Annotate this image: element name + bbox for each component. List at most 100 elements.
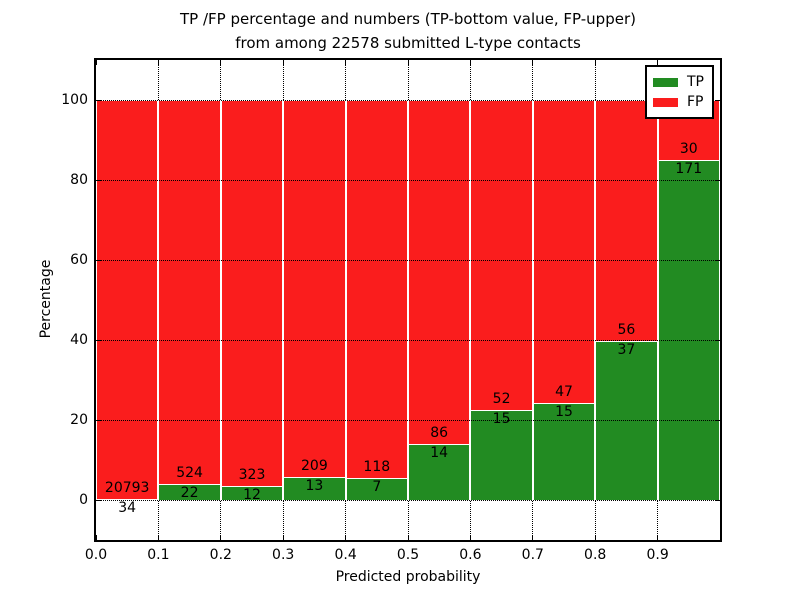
x-tick-bottom — [220, 535, 222, 540]
h-gridline — [96, 259, 720, 261]
x-tick-top — [220, 60, 222, 65]
x-tick-top — [469, 60, 471, 65]
x-tick-label: 0.6 — [459, 547, 482, 563]
y-tick-left — [96, 499, 101, 501]
x-tick-bottom — [407, 535, 409, 540]
x-tick-bottom — [532, 535, 534, 540]
y-tick-right — [715, 419, 720, 421]
y-tick-left — [96, 339, 101, 341]
bar-separator — [531, 100, 534, 500]
tp-count-label: 34 — [118, 500, 137, 517]
x-tick-top — [594, 60, 596, 65]
x-tick-top — [157, 60, 159, 65]
tp-count-label: 22 — [180, 484, 199, 501]
bar-separator — [219, 100, 222, 500]
x-tick-bottom — [157, 535, 159, 540]
y-tick-label: 80 — [70, 172, 88, 188]
x-tick-bottom — [469, 535, 471, 540]
y-tick-label: 20 — [70, 412, 88, 428]
bar-separator — [407, 100, 409, 500]
tp-count-label: 37 — [617, 341, 636, 358]
x-tick-top — [657, 60, 659, 65]
fp-swatch-icon — [653, 97, 678, 107]
chart-title-line2: from among 22578 submitted L-type contac… — [235, 34, 581, 52]
legend-label-fp: FP — [687, 94, 704, 110]
y-tick-right — [715, 99, 720, 101]
tp-count-label: 15 — [492, 411, 511, 428]
bar-segment-fp — [345, 100, 408, 478]
y-tick-right — [715, 179, 720, 181]
tp-count-label: 12 — [243, 486, 261, 503]
y-tick-label: 60 — [70, 252, 88, 268]
x-axis-title: Predicted probability — [335, 569, 481, 585]
x-tick-top — [532, 60, 534, 65]
x-tick-bottom — [657, 535, 659, 540]
y-tick-left — [96, 179, 101, 181]
h-gridline — [96, 179, 720, 181]
x-tick-label: 0.0 — [84, 547, 108, 563]
y-axis-title: Percentage — [38, 259, 54, 339]
x-tick-bottom — [345, 535, 347, 540]
fp-count-label: 30 — [679, 140, 698, 157]
y-tick-left — [96, 259, 101, 261]
x-tick-label: 0.2 — [209, 547, 232, 563]
h-gridline — [96, 419, 720, 421]
bar-separator — [344, 100, 347, 500]
fp-count-label: 118 — [363, 458, 391, 475]
h-gridline — [96, 339, 720, 341]
y-tick-label: 0 — [79, 492, 88, 508]
legend: TP FP — [645, 65, 714, 119]
tp-count-label: 13 — [305, 477, 324, 494]
y-tick-left — [96, 99, 101, 101]
x-tick-bottom — [594, 535, 596, 540]
x-tick-top — [345, 60, 347, 65]
fp-count-label: 86 — [430, 425, 449, 441]
bar-separator — [594, 100, 597, 500]
x-tick-label: 0.8 — [584, 547, 607, 563]
bar-segment-tp — [657, 159, 720, 500]
fp-count-label: 47 — [555, 384, 573, 401]
fp-count-label: 20793 — [104, 480, 150, 497]
bar-segment-fp — [158, 100, 221, 484]
fp-count-label: 56 — [617, 321, 636, 338]
x-tick-top — [95, 60, 97, 65]
fp-count-label: 209 — [301, 457, 328, 474]
bar-segment-tp — [470, 410, 533, 500]
bar-segment-fp — [96, 100, 159, 500]
fp-count-label: 524 — [176, 464, 203, 481]
x-tick-label: 0.4 — [334, 547, 357, 563]
chart-title-line1: TP /FP percentage and numbers (TP-bottom… — [180, 10, 636, 28]
x-tick-label: 0.3 — [272, 547, 295, 563]
legend-entry-tp: TP — [653, 72, 704, 92]
bar-separator — [282, 100, 285, 500]
bar-segment-fp — [532, 100, 596, 404]
bar-segment-fp — [470, 100, 533, 411]
bar-segment-fp — [595, 100, 658, 341]
legend-label-tp: TP — [687, 74, 704, 90]
h-gridline — [96, 99, 720, 101]
bar-separator — [469, 100, 472, 500]
h-gridline — [96, 499, 720, 501]
y-tick-right — [715, 499, 720, 501]
bar-segment-fp — [220, 100, 284, 486]
bar-separator — [157, 100, 160, 500]
x-tick-label: 0.9 — [646, 547, 669, 563]
x-tick-bottom — [95, 535, 97, 540]
x-tick-top — [407, 60, 409, 65]
x-tick-label: 0.5 — [396, 547, 420, 563]
fp-count-label: 52 — [492, 391, 511, 408]
x-tick-bottom — [282, 535, 284, 540]
legend-entry-fp: FP — [653, 92, 704, 112]
y-tick-label: 40 — [70, 332, 88, 348]
bar-segment-fp — [283, 100, 346, 477]
x-tick-label: 0.1 — [147, 547, 170, 563]
bar-segment-fp — [408, 100, 471, 444]
y-tick-label: 100 — [61, 92, 88, 108]
chart-title: TP /FP percentage and numbers (TP-bottom… — [96, 7, 720, 55]
x-tick-label: 0.7 — [521, 547, 544, 563]
y-tick-right — [715, 339, 720, 341]
y-tick-right — [715, 259, 720, 261]
tp-count-label: 7 — [372, 478, 382, 495]
bar-separator — [656, 100, 659, 500]
